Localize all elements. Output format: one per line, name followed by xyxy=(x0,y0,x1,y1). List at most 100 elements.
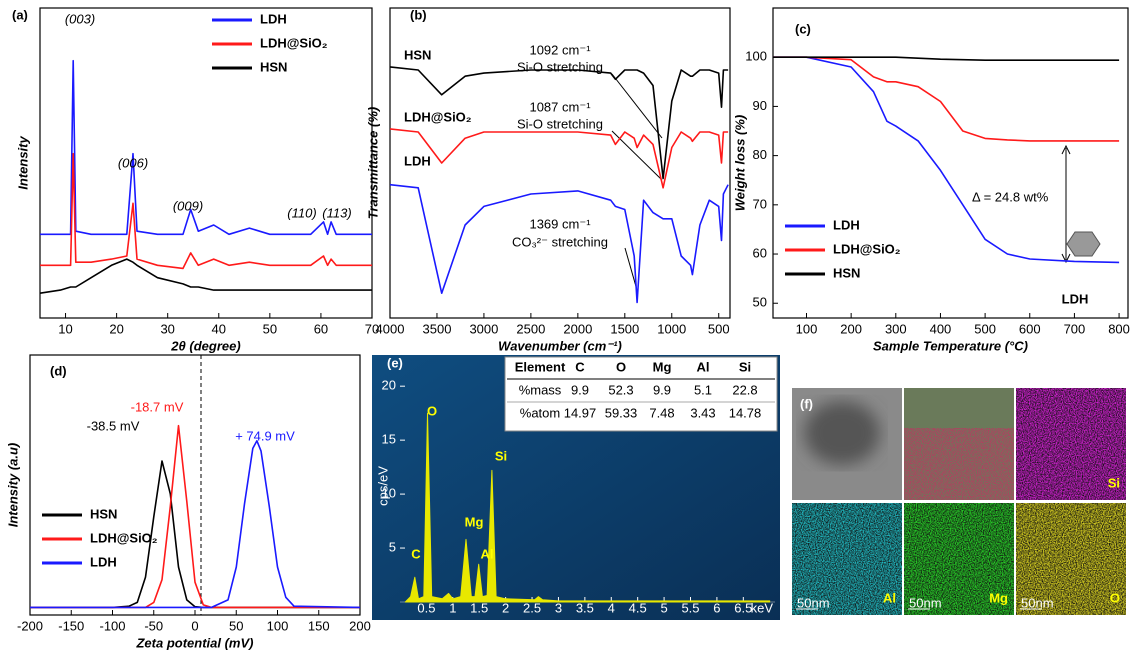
legend-label: LDH xyxy=(260,11,287,26)
map-label: O xyxy=(1110,590,1120,605)
x-tick-label: 200 xyxy=(349,618,371,633)
data-line xyxy=(773,56,1120,264)
y-tick-label: 50 xyxy=(753,295,767,310)
annotation: Mg xyxy=(465,514,484,529)
data-line xyxy=(389,183,729,304)
scale-bar-label: 50nm xyxy=(909,595,942,610)
data-line xyxy=(30,460,360,609)
annotation: (113) xyxy=(322,205,351,220)
annotation: 1087 cm⁻¹ xyxy=(529,99,591,114)
x-tick-label: 60 xyxy=(314,321,328,336)
x-tick-label: 800 xyxy=(1108,321,1130,336)
data-line xyxy=(30,440,361,609)
table-header: Al xyxy=(697,359,710,374)
table-cell: 14.78 xyxy=(729,405,762,420)
annotation: Si-O stretching xyxy=(517,116,603,131)
legend-label: LDH@SiO₂ xyxy=(90,530,158,545)
data-line xyxy=(773,56,1120,61)
y-axis-label: Transmittance (%) xyxy=(365,107,380,219)
table-header: Element xyxy=(515,359,566,374)
panel-label: (b) xyxy=(410,7,427,22)
scale-bar-label: 50nm xyxy=(797,595,830,610)
y-tick-label: 10 xyxy=(382,486,396,501)
x-tick-label: 10 xyxy=(58,321,72,336)
table-cell: 3.43 xyxy=(690,405,715,420)
x-tick-label: 4.5 xyxy=(629,600,647,615)
x-tick-label: 200 xyxy=(840,321,862,336)
x-axis-label: 2θ (degree) xyxy=(170,338,240,353)
x-tick-label: 70 xyxy=(365,321,379,336)
scale-bar-label: 50nm xyxy=(1021,595,1054,610)
x-tick-label: 150 xyxy=(308,618,330,633)
legend-label: LDH@SiO₂ xyxy=(833,241,901,256)
table-cell: 22.8 xyxy=(732,382,757,397)
table-header: C xyxy=(575,359,585,374)
element-map xyxy=(792,503,902,615)
y-tick-label: 5 xyxy=(389,539,396,554)
map-label: Si xyxy=(1108,475,1120,490)
x-tick-label: 0 xyxy=(191,618,198,633)
series-label: LDH@SiO₂ xyxy=(404,109,472,124)
x-tick-label: 20 xyxy=(109,321,123,336)
annotation: -18.7 mV xyxy=(131,399,184,414)
table-header: O xyxy=(616,359,626,374)
x-axis-label: Zeta potential (mV) xyxy=(135,635,253,650)
x-tick-label: 300 xyxy=(885,321,907,336)
annotation: + 74.9 mV xyxy=(235,428,295,443)
data-line xyxy=(404,412,771,603)
annotation: (110) xyxy=(287,205,316,220)
x-tick-label: 100 xyxy=(796,321,818,336)
x-tick-label: 500 xyxy=(974,321,996,336)
panel-label: (c) xyxy=(795,21,811,36)
map-label: Al xyxy=(883,590,896,605)
y-tick-label: 15 xyxy=(382,432,396,447)
annotation: Al xyxy=(481,546,494,561)
series-label: HSN xyxy=(404,47,431,62)
x-tick-label: 1 xyxy=(449,600,456,615)
y-tick-label: 100 xyxy=(745,49,767,64)
table-header: Mg xyxy=(653,359,672,374)
x-tick-label: 2 xyxy=(502,600,509,615)
panel-label: (d) xyxy=(50,363,67,378)
panel-label: (f) xyxy=(800,396,813,411)
annotation: 1369 cm⁻¹ xyxy=(529,216,591,231)
table-cell: 5.1 xyxy=(694,382,712,397)
annotation: Si-O stretching xyxy=(517,59,603,74)
table-cell: 7.48 xyxy=(649,405,674,420)
data-line xyxy=(39,258,372,294)
table-cell: 59.33 xyxy=(605,405,638,420)
annotation: 1092 cm⁻¹ xyxy=(529,42,591,57)
legend-label: HSN xyxy=(833,265,860,280)
x-tick-label: 5.5 xyxy=(681,600,699,615)
data-line xyxy=(389,128,729,189)
table-cell: %atom xyxy=(520,405,560,420)
plot-frame xyxy=(389,7,731,319)
x-tick-label: 50 xyxy=(229,618,243,633)
annotation: -38.5 mV xyxy=(87,418,140,433)
plot-frame xyxy=(39,7,373,319)
x-tick-label: 3.5 xyxy=(576,600,594,615)
annotation: LDH xyxy=(1062,291,1089,306)
legend-label: HSN xyxy=(260,59,287,74)
x-tick-label: 500 xyxy=(708,321,730,336)
plot-frame xyxy=(772,7,1129,319)
y-axis-label: Intensity (a.u) xyxy=(5,443,20,528)
table-cell: %mass xyxy=(519,382,562,397)
annotation: C xyxy=(411,546,421,561)
x-tick-label: 3500 xyxy=(423,321,452,336)
table-cell: 9.9 xyxy=(653,382,671,397)
x-tick-label: -100 xyxy=(99,618,125,633)
x-tick-label: 4000 xyxy=(376,321,405,336)
data-line xyxy=(40,152,372,270)
x-axis-label: Wavenumber (cm⁻¹) xyxy=(498,338,622,353)
data-line xyxy=(30,424,360,609)
table-header: Si xyxy=(739,359,751,374)
eds-table xyxy=(504,356,778,432)
y-tick-label: 80 xyxy=(753,147,767,162)
element-map xyxy=(904,503,1014,615)
table-cell: 52.3 xyxy=(608,382,633,397)
x-axis-label: Sample Temperature (°C) xyxy=(873,338,1028,353)
annotation: (006) xyxy=(118,155,148,170)
